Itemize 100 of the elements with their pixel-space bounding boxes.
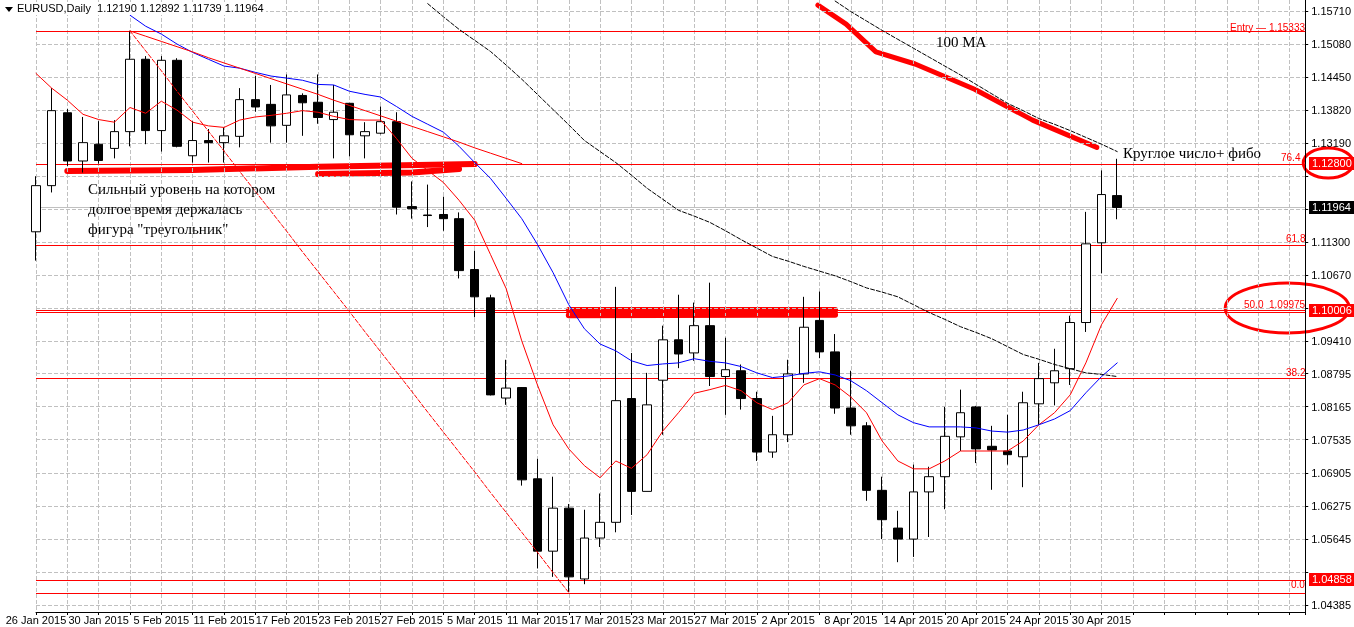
x-tick-label: 2 Apr 2015 (761, 613, 815, 626)
candlestick (971, 405, 981, 464)
annotation: 50.0 1.09975 (1244, 298, 1306, 310)
annotation: 38.2 (1286, 366, 1306, 378)
candlestick (266, 84, 276, 144)
candlestick (893, 510, 903, 563)
candlestick (752, 391, 762, 462)
y-tick-label: 1.08795 (1311, 367, 1351, 380)
candlestick (439, 196, 448, 232)
candlestick (125, 30, 135, 147)
candlestick (924, 466, 934, 538)
x-tick-label: 27 Mar 2015 (694, 613, 757, 626)
candlestick (611, 286, 621, 533)
y-tick-label: 1.14450 (1311, 71, 1351, 84)
x-tick-label: 14 Apr 2015 (883, 613, 944, 626)
annotation: Круглое число+ фибо (1123, 144, 1262, 163)
candlestick (360, 121, 370, 159)
candlestick (564, 503, 574, 593)
x-tick-label: 11 Mar 2015 (506, 613, 568, 626)
y-tick-label: 1.05645 (1311, 532, 1351, 545)
x-tick-label: 5 Feb 2015 (133, 613, 190, 626)
candlestick (877, 476, 887, 540)
chart-title: EURUSD,Daily 1.12190 1.12892 1.11739 1.11964 (15, 2, 266, 15)
candlestick (501, 359, 511, 406)
candlestick (580, 509, 589, 585)
y-tick-label: 1.13190 (1311, 137, 1351, 150)
candlestick (313, 73, 323, 125)
x-tick-label: 17 Feb 2015 (255, 613, 318, 626)
x-tick-label: 17 Mar 2015 (569, 613, 631, 626)
candlestick (251, 75, 260, 113)
candlestick (627, 352, 636, 516)
annotation: Entry — 1.15333 (1230, 21, 1306, 33)
candlestick (1018, 391, 1028, 488)
y-tick-label: 1.11300 (1311, 236, 1351, 249)
candlestick (282, 73, 291, 144)
annotation: Сильный уровень на котором долгое время держалась фигура "треугольник" (88, 180, 276, 239)
candlestick (188, 120, 197, 164)
text: 1.10006 (1309, 303, 1354, 317)
candlestick (1081, 211, 1091, 333)
candlestick (768, 415, 777, 459)
candlestick (846, 370, 856, 436)
text: 1.11964 (1309, 200, 1354, 214)
candlestick (783, 359, 793, 443)
candlestick (141, 55, 150, 145)
candlestick (78, 116, 88, 174)
candlestick (736, 363, 746, 411)
candlestick (204, 128, 213, 164)
x-tick-label: 8 Apr 2015 (824, 613, 878, 626)
candlestick (486, 294, 495, 396)
candlestick (548, 476, 558, 578)
y-tick-label: 1.10670 (1311, 269, 1351, 282)
candlestick (423, 184, 432, 228)
candlestick (689, 302, 699, 362)
candlestick (830, 333, 840, 415)
candlestick (658, 325, 668, 436)
candlestick (674, 294, 683, 369)
x-tick-label: 23 Mar 2015 (631, 613, 694, 626)
candlestick (862, 421, 871, 502)
y-tick-label: 1.06905 (1311, 466, 1351, 479)
annotation: 61.8 (1286, 232, 1306, 244)
candlestick (219, 126, 229, 164)
candlestick (298, 92, 307, 137)
candlestick (799, 296, 809, 384)
text: 1.12800 (1309, 156, 1354, 170)
candlestick (1034, 362, 1044, 426)
candlestick (376, 105, 385, 135)
candlestick (721, 337, 730, 416)
candlestick (815, 291, 824, 359)
candlestick (533, 458, 542, 569)
candlestick (157, 55, 166, 153)
candlestick (470, 250, 479, 318)
candlestick (517, 386, 527, 487)
candlestick (909, 464, 918, 558)
candlestick (392, 111, 401, 215)
candlestick (63, 108, 72, 167)
y-tick-label: 1.15710 (1311, 5, 1351, 18)
x-tick-label: 27 Feb 2015 (381, 613, 443, 626)
candlestick (940, 406, 950, 510)
x-tick-label: 30 Jan 2015 (68, 613, 129, 626)
candlestick (407, 180, 417, 220)
x-tick-label: 23 Feb 2015 (318, 613, 381, 626)
x-tick-label: 26 Jan 2015 (5, 613, 67, 626)
y-tick-label: 1.04385 (1311, 598, 1351, 611)
y-tick-label: 1.08165 (1311, 400, 1351, 413)
x-tick-label: 24 Apr 2015 (1009, 613, 1069, 626)
y-tick-label: 1.06275 (1311, 499, 1351, 512)
x-tick-label: 11 Feb 2015 (193, 613, 255, 626)
y-tick-label: 1.15080 (1311, 38, 1351, 51)
candlestick (642, 372, 652, 492)
candlestick (235, 87, 244, 148)
candlestick (956, 389, 965, 452)
candlestick (47, 87, 56, 193)
x-tick-label: 5 Mar 2015 (446, 613, 503, 626)
y-tick-label: 1.07535 (1311, 433, 1351, 446)
candlestick (345, 102, 354, 157)
candlestick (1097, 169, 1106, 274)
y-tick-label: 1.09410 (1311, 335, 1351, 348)
x-tick-label: 20 Apr 2015 (946, 613, 1006, 626)
annotation: 76.4 (1281, 151, 1301, 163)
candlestick (31, 175, 41, 262)
